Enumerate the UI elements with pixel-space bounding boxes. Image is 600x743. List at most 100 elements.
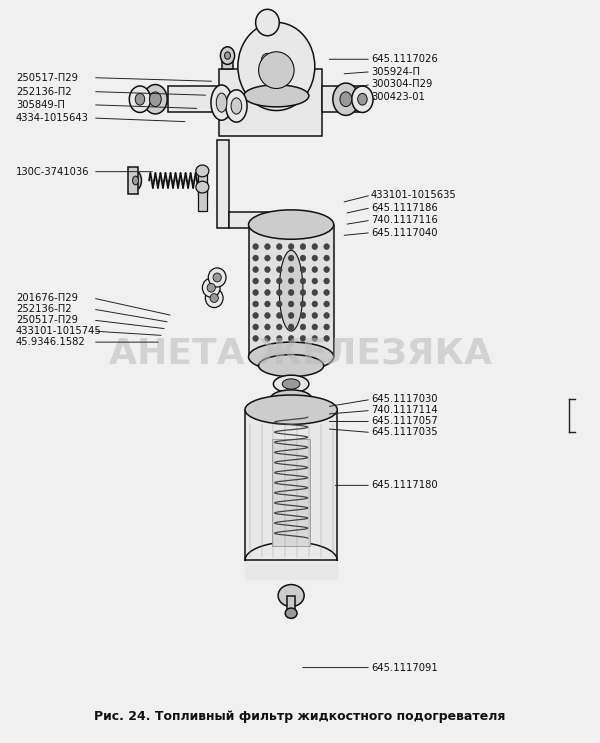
Text: 433101-1015635: 433101-1015635 xyxy=(371,190,457,200)
Ellipse shape xyxy=(288,255,294,261)
Ellipse shape xyxy=(288,244,294,250)
Ellipse shape xyxy=(130,171,142,190)
Ellipse shape xyxy=(149,92,161,106)
Text: 45.9346.1582: 45.9346.1582 xyxy=(16,337,86,347)
Text: 740.1117116: 740.1117116 xyxy=(371,215,438,225)
Ellipse shape xyxy=(265,267,270,273)
Ellipse shape xyxy=(340,92,352,106)
Ellipse shape xyxy=(288,335,294,342)
Ellipse shape xyxy=(253,313,259,319)
Ellipse shape xyxy=(278,585,304,606)
Ellipse shape xyxy=(277,290,282,296)
Ellipse shape xyxy=(277,335,282,342)
Text: АНЕТА ЖЕЛЕЗЯКА: АНЕТА ЖЕЛЕЗЯКА xyxy=(109,336,491,370)
Ellipse shape xyxy=(277,324,282,330)
Ellipse shape xyxy=(253,290,259,296)
Ellipse shape xyxy=(300,267,306,273)
Ellipse shape xyxy=(312,324,317,330)
Ellipse shape xyxy=(300,335,306,342)
Ellipse shape xyxy=(135,94,145,105)
Ellipse shape xyxy=(274,375,309,393)
Ellipse shape xyxy=(300,324,306,330)
Ellipse shape xyxy=(288,301,294,307)
Ellipse shape xyxy=(300,313,306,319)
Ellipse shape xyxy=(238,22,315,111)
Ellipse shape xyxy=(211,85,232,120)
Ellipse shape xyxy=(202,278,220,297)
Text: 645.1117026: 645.1117026 xyxy=(371,54,438,64)
Ellipse shape xyxy=(277,313,282,319)
Ellipse shape xyxy=(333,83,359,115)
Ellipse shape xyxy=(277,278,282,284)
Ellipse shape xyxy=(253,255,259,261)
Ellipse shape xyxy=(196,165,209,177)
Ellipse shape xyxy=(312,301,317,307)
Ellipse shape xyxy=(312,290,317,296)
Text: 305849-П: 305849-П xyxy=(16,100,65,110)
Text: 252136-П2: 252136-П2 xyxy=(16,87,71,97)
Text: 300423-01: 300423-01 xyxy=(371,91,425,102)
Ellipse shape xyxy=(324,255,329,261)
Ellipse shape xyxy=(324,278,329,284)
Ellipse shape xyxy=(288,290,294,296)
Ellipse shape xyxy=(300,301,306,307)
Bar xyxy=(245,409,337,560)
Bar xyxy=(128,167,138,194)
Bar xyxy=(322,86,364,112)
Ellipse shape xyxy=(207,283,215,292)
Ellipse shape xyxy=(324,290,329,296)
Bar xyxy=(222,54,233,69)
Ellipse shape xyxy=(324,267,329,273)
Ellipse shape xyxy=(248,210,334,239)
Ellipse shape xyxy=(300,278,306,284)
Text: 252136-П2: 252136-П2 xyxy=(16,304,71,314)
Text: 645.1117035: 645.1117035 xyxy=(371,427,437,438)
Text: 645.1117091: 645.1117091 xyxy=(371,663,438,672)
Ellipse shape xyxy=(288,324,294,330)
Ellipse shape xyxy=(256,10,279,36)
Bar xyxy=(260,30,275,67)
Ellipse shape xyxy=(253,301,259,307)
Text: 201676-П29: 201676-П29 xyxy=(16,293,78,303)
Ellipse shape xyxy=(288,313,294,319)
Ellipse shape xyxy=(130,86,151,112)
Bar xyxy=(197,189,207,211)
Text: 645.1117057: 645.1117057 xyxy=(371,417,438,426)
Ellipse shape xyxy=(231,98,242,114)
Ellipse shape xyxy=(288,267,294,273)
Ellipse shape xyxy=(277,244,282,250)
Ellipse shape xyxy=(220,47,235,65)
Text: 4334-1015643: 4334-1015643 xyxy=(16,113,89,123)
Text: 250517-П29: 250517-П29 xyxy=(16,315,78,325)
Ellipse shape xyxy=(205,288,223,308)
Bar xyxy=(229,212,291,228)
Ellipse shape xyxy=(216,93,227,112)
Ellipse shape xyxy=(253,244,259,250)
Text: 433101-1015745: 433101-1015745 xyxy=(16,326,102,336)
Text: 740.1117114: 740.1117114 xyxy=(371,406,437,415)
Ellipse shape xyxy=(265,335,270,342)
Ellipse shape xyxy=(259,52,294,88)
Ellipse shape xyxy=(277,301,282,307)
Ellipse shape xyxy=(265,255,270,261)
Ellipse shape xyxy=(324,244,329,250)
Ellipse shape xyxy=(312,335,317,342)
Ellipse shape xyxy=(312,255,317,261)
Ellipse shape xyxy=(277,255,282,261)
Text: Рис. 24. Топливный фильтр жидкостного подогревателя: Рис. 24. Топливный фильтр жидкостного по… xyxy=(94,710,506,723)
Ellipse shape xyxy=(213,273,221,282)
Ellipse shape xyxy=(312,244,317,250)
Bar xyxy=(197,173,207,195)
Ellipse shape xyxy=(358,94,367,105)
Ellipse shape xyxy=(265,313,270,319)
Ellipse shape xyxy=(253,267,259,273)
Ellipse shape xyxy=(208,268,226,287)
Ellipse shape xyxy=(210,293,218,302)
Ellipse shape xyxy=(265,278,270,284)
Ellipse shape xyxy=(245,395,337,424)
Ellipse shape xyxy=(265,324,270,330)
Text: 645.1117180: 645.1117180 xyxy=(371,481,437,490)
Ellipse shape xyxy=(196,181,209,193)
Ellipse shape xyxy=(265,301,270,307)
Ellipse shape xyxy=(312,278,317,284)
